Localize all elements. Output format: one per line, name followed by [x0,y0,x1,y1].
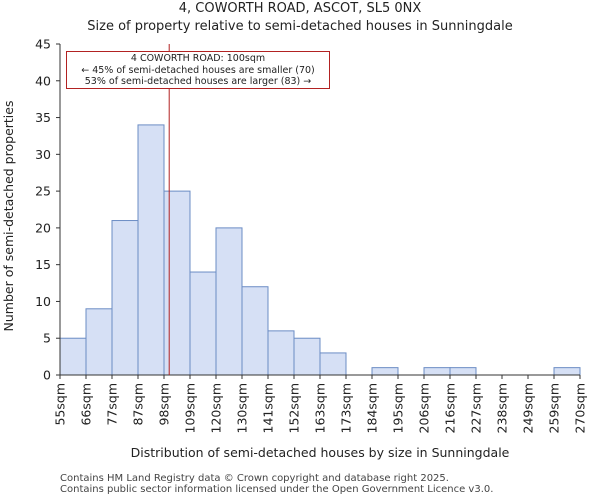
x-tick-label: 173sqm [339,383,354,433]
histogram-bar [189,271,217,376]
x-tick-label: 130sqm [235,383,250,433]
footer-line-1: Contains HM Land Registry data © Crown c… [60,473,449,484]
annotation-line-3: 53% of semi-detached houses are larger (… [84,76,312,87]
y-tick-label: 15 [35,257,51,272]
y-axis-label: Number of semi-detached properties [1,101,16,332]
y-tick-label: 35 [35,110,51,125]
histogram-bar [267,330,295,376]
y-tick-label: 0 [43,368,51,383]
x-axis-label: Distribution of semi-detached houses by … [131,445,510,460]
histogram-bar [137,124,165,376]
y-tick-label: 25 [35,184,51,199]
x-tick-label: 238sqm [495,383,510,433]
histogram-bar [163,190,191,376]
x-tick-label: 227sqm [469,383,484,433]
histogram-bar [319,352,347,376]
x-tick-label: 270sqm [573,383,588,433]
histogram-bar [215,227,243,376]
histogram-bar [241,286,269,376]
histogram-bar [553,367,581,376]
x-tick-label: 120sqm [209,383,224,433]
x-tick-label: 77sqm [105,383,120,426]
footer-line-2: Contains public sector information licen… [60,484,494,495]
y-tick-label: 30 [35,147,51,162]
chart-subtitle: Size of property relative to semi-detach… [87,19,513,34]
histogram-bar [293,337,321,376]
chart-title: 4, COWORTH ROAD, ASCOT, SL5 0NX [178,1,422,16]
x-tick-label: 152sqm [287,383,302,433]
y-tick-label: 45 [35,37,51,52]
y-tick-label: 40 [35,73,51,88]
x-tick-label: 216sqm [443,383,458,433]
histogram-bar [423,367,451,376]
y-tick-label: 5 [43,331,51,346]
y-tick-label: 10 [35,294,51,309]
x-tick-label: 206sqm [417,383,432,433]
x-tick-label: 109sqm [183,383,198,433]
x-tick-label: 98sqm [157,383,172,426]
x-tick-label: 87sqm [131,383,146,426]
x-tick-label: 249sqm [521,383,536,433]
histogram-bar [449,367,477,376]
x-tick-label: 195sqm [391,383,406,433]
x-tick-label: 66sqm [79,383,94,426]
x-tick-label: 141sqm [261,383,276,433]
annotation-line-2: ← 45% of semi-detached houses are smalle… [81,64,315,76]
y-tick-label: 20 [35,220,51,235]
annotation-line-1: 4 COWORTH ROAD: 100sqm [130,53,266,64]
histogram-bar [371,367,399,376]
x-tick-label: 55sqm [53,383,68,426]
x-tick-label: 163sqm [313,383,328,433]
x-tick-label: 259sqm [547,383,562,433]
histogram-bar [85,308,113,376]
annotation-box: 4 COWORTH ROAD: 100sqm ← 45% of semi-det… [66,51,330,89]
histogram-bar [111,220,139,376]
x-tick-label: 184sqm [365,383,380,433]
histogram-bar [59,337,87,376]
